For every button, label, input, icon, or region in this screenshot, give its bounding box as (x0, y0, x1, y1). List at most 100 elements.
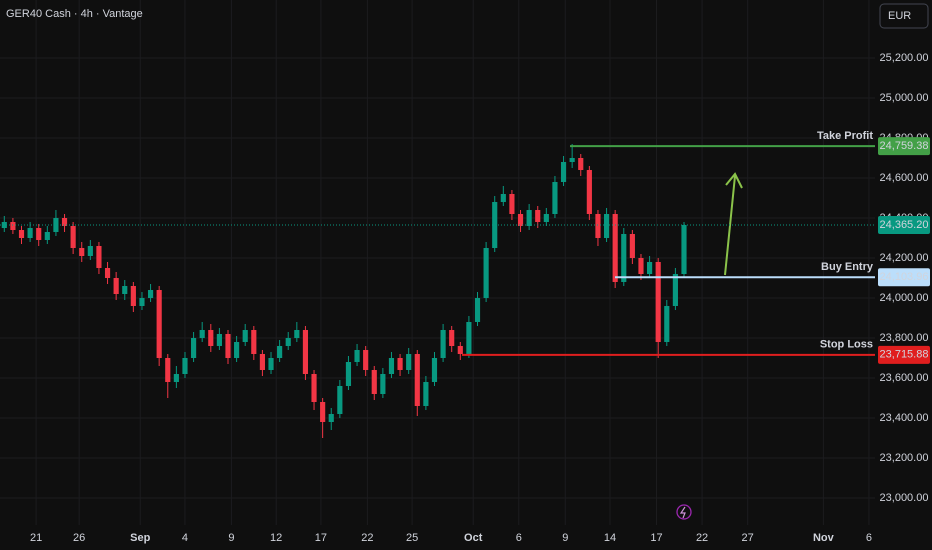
event-bolt (679, 506, 686, 519)
candle-body (337, 386, 343, 414)
candle-body (165, 358, 171, 382)
candle-body (414, 354, 420, 406)
candle-body (457, 346, 463, 354)
candle-body (320, 402, 326, 422)
candle-body (517, 214, 524, 226)
chart-title: GER40 Cash · 4h · Vantage (6, 8, 143, 20)
candle-body (449, 330, 455, 346)
candle-body (655, 262, 661, 342)
candle-body (44, 232, 50, 240)
candle-body (431, 358, 438, 382)
candle-body (629, 234, 635, 258)
candle-body (526, 210, 532, 226)
x-tick-label: 21 (30, 532, 42, 544)
x-tick-label: 14 (604, 532, 616, 544)
candle-body (543, 214, 549, 222)
candle-body (483, 248, 489, 298)
candle-body (113, 278, 119, 294)
x-tick-label: 6 (516, 532, 522, 544)
candle-body (560, 162, 567, 182)
candle-body (122, 286, 128, 294)
x-tick-label: 27 (742, 532, 754, 544)
y-tick-label: 24,600.00 (880, 172, 929, 184)
candle-body (406, 354, 412, 370)
candle-body (1, 222, 7, 228)
candle-body (130, 286, 136, 306)
x-tick-label: 6 (866, 532, 872, 544)
candle-body (259, 354, 265, 370)
y-tick-label: 24,200.00 (880, 252, 929, 264)
y-tick-label: 25,000.00 (880, 92, 929, 104)
candle-body (268, 358, 274, 370)
candle-body (397, 358, 403, 370)
last-price-label: 24,365.20 (880, 219, 929, 231)
candle-body (509, 194, 515, 214)
candle-body (53, 218, 59, 232)
candle-body (61, 218, 68, 226)
candle-body (603, 214, 610, 238)
level-name: Stop Loss (820, 339, 873, 351)
candle-body (225, 334, 231, 358)
currency-label[interactable]: EUR (888, 10, 911, 22)
candle-body (371, 370, 377, 394)
x-tick-label: 25 (406, 532, 418, 544)
x-tick-label: 9 (228, 532, 234, 544)
candle-body (191, 338, 197, 358)
candle-body (216, 334, 222, 346)
grid (0, 0, 875, 525)
candle-body (664, 306, 670, 342)
level-price-box (878, 268, 930, 287)
level-name: Take Profit (817, 130, 873, 142)
arrow (724, 172, 743, 276)
x-tick-label: 22 (361, 532, 373, 544)
candle-body (474, 298, 481, 322)
event-icon[interactable] (676, 504, 692, 520)
candle-body (285, 338, 291, 346)
level-price-box (878, 345, 930, 364)
x-tick-label: 26 (73, 532, 85, 544)
candle-body (354, 350, 360, 362)
candle-body (208, 330, 214, 346)
currency-button[interactable] (879, 3, 929, 29)
level-price-label: 24,103.96 (880, 271, 929, 283)
candle-body (79, 248, 85, 256)
y-tick-label: 23,000.00 (880, 492, 929, 504)
candle-body (36, 228, 42, 240)
candle-body (104, 268, 111, 278)
candle-body (595, 214, 601, 238)
candle-body (345, 362, 352, 386)
level-price-box (878, 137, 930, 156)
candle-body (242, 330, 248, 342)
y-tick-label: 23,400.00 (880, 412, 929, 424)
candle-body (423, 382, 429, 406)
x-tick-label: 12 (270, 532, 282, 544)
y-tick-label: 25,200.00 (880, 52, 929, 64)
candle-body (466, 322, 472, 354)
candle-body (380, 374, 386, 394)
candle-body (173, 374, 179, 382)
candle-body (147, 290, 154, 298)
candle-body (10, 222, 16, 230)
candle-body (672, 274, 678, 306)
level-name: Buy Entry (821, 261, 874, 273)
candle-body (96, 246, 102, 268)
x-tick-label: 22 (696, 532, 708, 544)
candle-body (302, 330, 309, 374)
candle-body (27, 228, 33, 238)
candle-body (500, 194, 506, 202)
candle-body (552, 182, 558, 214)
x-tick-label: Nov (813, 532, 835, 544)
y-tick-label: 23,600.00 (880, 372, 929, 384)
candle-body (199, 330, 205, 338)
candle-body (647, 262, 653, 274)
last-price-box (878, 215, 930, 234)
candle-body (440, 330, 446, 358)
candle-body (70, 226, 76, 248)
level-price-label: 23,715.88 (880, 349, 929, 361)
candle-body (569, 158, 575, 162)
y-tick-label: 23,200.00 (880, 452, 929, 464)
candle-body (363, 350, 369, 370)
candle-body (621, 234, 627, 282)
candle-body (328, 414, 334, 422)
